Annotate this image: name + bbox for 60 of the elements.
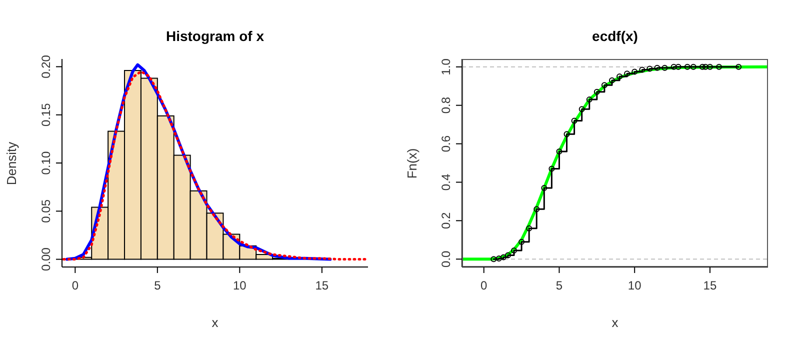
point	[675, 64, 682, 70]
point	[616, 73, 623, 80]
point	[541, 184, 548, 191]
x-tick-label: 5	[154, 278, 162, 293]
x-tick-label: 10	[233, 278, 247, 293]
y-tick-label: 1.0	[439, 58, 453, 76]
point	[624, 70, 630, 77]
y-tick-label: 0.10	[39, 151, 53, 175]
point	[632, 68, 638, 75]
point	[684, 64, 690, 70]
y-tick-label: 0.05	[39, 199, 53, 223]
x-tick-label: 10	[628, 278, 642, 293]
point	[578, 106, 585, 112]
point	[500, 254, 506, 260]
point	[548, 166, 555, 172]
x-axis-title: x	[610, 315, 620, 330]
point	[702, 64, 708, 70]
point	[534, 206, 540, 212]
point	[639, 66, 646, 73]
y-axis-title: Density	[4, 141, 20, 185]
x-tick-label: 0	[480, 278, 488, 293]
point	[736, 64, 742, 70]
y-tick-label: 0.6	[439, 135, 453, 152]
y-tick-label: 0.4	[439, 174, 453, 191]
point	[706, 64, 713, 70]
point	[646, 66, 653, 72]
point	[526, 225, 532, 232]
line-series	[62, 70, 368, 261]
point	[594, 88, 600, 95]
point	[662, 64, 668, 71]
point	[654, 64, 660, 71]
y-tick-label: 0.00	[39, 247, 53, 271]
y-tick-label: 0.20	[39, 54, 53, 78]
y-tick-label: 0.0	[439, 250, 453, 268]
y-axis-title: Fn(x)	[404, 148, 420, 178]
chart-title: Histogram of x	[164, 28, 265, 44]
y-tick-label: 0.2	[439, 212, 453, 230]
x-tick-label: 15	[315, 278, 329, 293]
point	[556, 148, 562, 154]
y-tick-label: 0.15	[39, 102, 53, 127]
point	[496, 256, 502, 262]
point	[564, 131, 570, 138]
point	[490, 256, 497, 262]
point	[716, 64, 722, 70]
x-tick-label: 5	[556, 278, 563, 293]
y-tick-label: 0.8	[439, 96, 453, 114]
point	[504, 252, 511, 258]
x-axis-title: x	[210, 315, 220, 330]
point	[586, 96, 592, 103]
point	[608, 77, 615, 84]
point	[518, 238, 525, 245]
point	[699, 64, 706, 70]
point	[690, 64, 696, 70]
point	[601, 82, 608, 88]
chart-title: ecdf(x)	[591, 28, 639, 44]
x-tick-label: 0	[72, 278, 79, 293]
point	[571, 118, 578, 124]
x-tick-label: 15	[703, 278, 717, 293]
point	[511, 247, 518, 254]
point	[670, 64, 677, 70]
